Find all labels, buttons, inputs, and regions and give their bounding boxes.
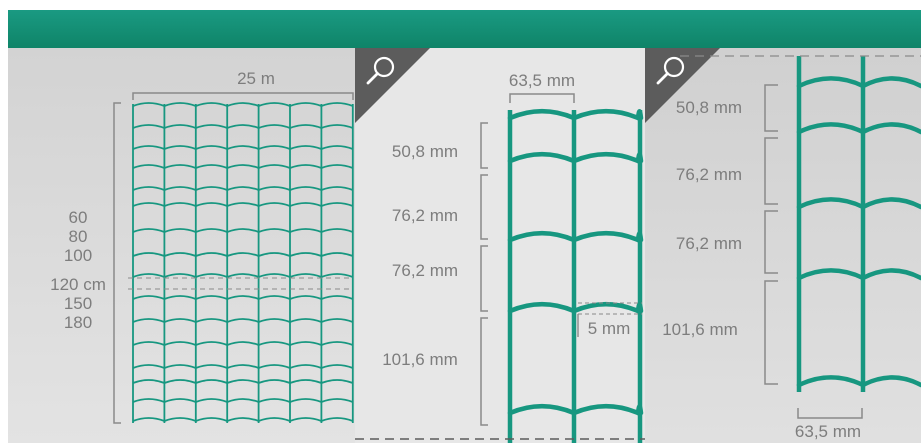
height-label: 80 <box>69 227 88 246</box>
overview-mesh <box>132 102 354 423</box>
center-spacing-brackets <box>480 122 488 426</box>
mesh-horizontal-wire <box>132 228 354 233</box>
mesh-horizontal-wire <box>132 417 354 422</box>
right-width-dimension <box>797 408 863 419</box>
magnifier-icon <box>656 56 685 85</box>
right-spacing-label: 76,2 mm <box>676 234 742 253</box>
mesh-horizontal-wire <box>132 295 354 300</box>
overview-width-label: 25 m <box>237 69 275 88</box>
magnifier-badge-center <box>355 48 430 123</box>
height-label: 100 <box>64 246 92 265</box>
mesh-horizontal-wire <box>132 379 354 384</box>
mesh-horizontal-wire <box>132 252 354 257</box>
right-detail-panel <box>645 48 921 443</box>
center-spacing-label: 50,8 mm <box>392 142 458 161</box>
right-spacing-label: 101,6 mm <box>662 320 738 339</box>
mesh-horizontal-wire <box>132 164 354 169</box>
center-width-dimension <box>509 93 575 103</box>
center-spacing-label: 76,2 mm <box>392 261 458 280</box>
overview-width-dimension <box>132 92 354 100</box>
overview-panel <box>8 48 355 443</box>
mesh-horizontal-wire <box>132 186 354 191</box>
mesh-horizontal-wire <box>132 364 354 369</box>
mesh-horizontal-wire <box>132 145 354 150</box>
mesh-horizontal-wire <box>132 202 354 207</box>
right-spacing-label: 76,2 mm <box>676 165 742 184</box>
right-spacing-brackets <box>764 84 778 385</box>
center-detail-panel <box>355 48 645 443</box>
right-detail-mesh <box>796 56 921 392</box>
mesh-horizontal-wire <box>132 398 354 403</box>
right-width-label: 63,5 mm <box>795 422 861 441</box>
magnifier-badge-right <box>645 48 720 123</box>
center-width-label: 63,5 mm <box>509 71 575 90</box>
height-label: 60 <box>69 208 88 227</box>
mesh-horizontal-wire <box>132 318 354 323</box>
height-label: 180 <box>64 313 92 332</box>
mesh-horizontal-wire <box>132 341 354 346</box>
mesh-horizontal-wire <box>132 124 354 129</box>
center-spacing-label: 101,6 mm <box>382 350 458 369</box>
height-label: 120 cm <box>50 275 106 294</box>
magnifier-icon <box>366 56 395 85</box>
header-bar <box>8 10 921 48</box>
height-label: 150 <box>64 294 92 313</box>
right-spacing-label: 50,8 mm <box>676 98 742 117</box>
mesh-horizontal-wire <box>132 102 354 107</box>
overview-height-bracket <box>113 102 121 424</box>
overview-height-labels: 60 80 100 120 cm 150 180 <box>50 208 106 332</box>
center-spacing-label: 76,2 mm <box>392 206 458 225</box>
wire-thickness-indicator <box>577 302 642 337</box>
mesh-horizontal-wire <box>132 273 354 278</box>
wire-thickness-label: 5 mm <box>588 319 631 338</box>
center-detail-mesh <box>507 109 644 443</box>
